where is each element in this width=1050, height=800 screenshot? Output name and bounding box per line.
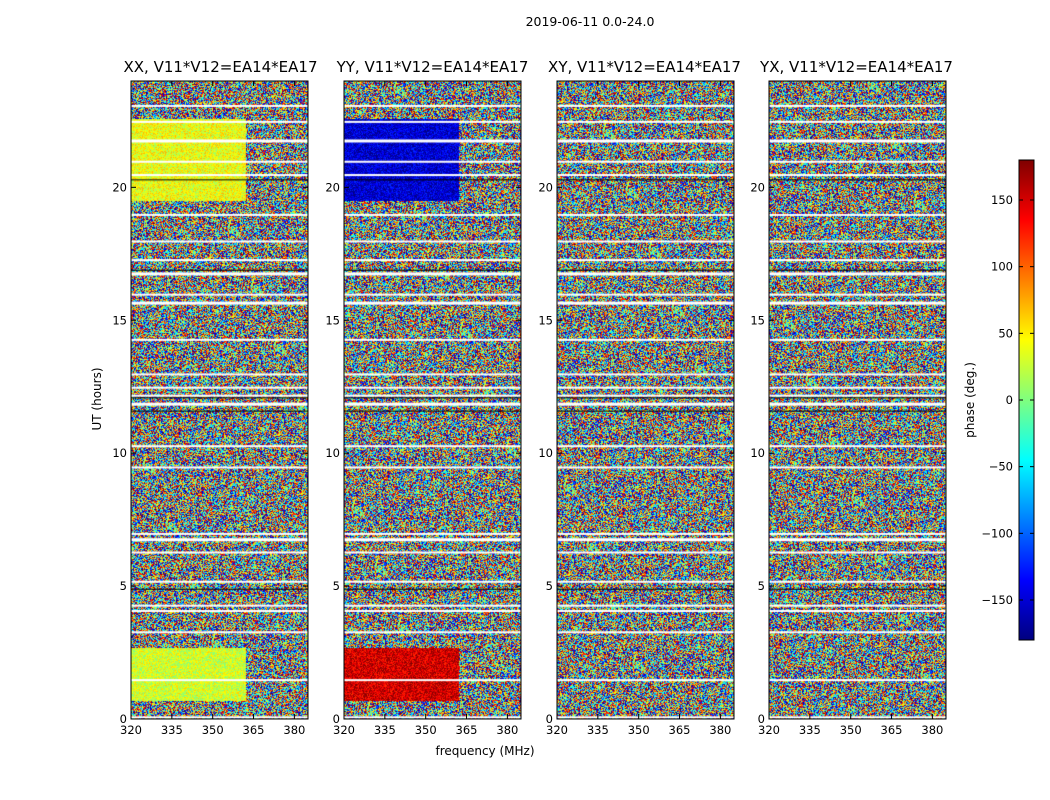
y-tick-label: 15	[325, 313, 340, 327]
colorbar-tick-label: 50	[998, 326, 1013, 340]
x-tick-label: 320	[333, 723, 355, 737]
y-tick-label: 0	[333, 712, 340, 726]
y-tick-label: 10	[750, 446, 765, 460]
x-tick-label: 365	[669, 723, 691, 737]
x-tick-label: 335	[161, 723, 183, 737]
y-tick-label: 5	[758, 579, 765, 593]
colorbar-tick-label: −100	[981, 526, 1013, 540]
panel-title-yx: YX, V11*V12=EA14*EA17	[760, 58, 953, 76]
y-tick-label: 20	[538, 180, 553, 194]
y-tick-label: 10	[112, 446, 127, 460]
x-tick-label: 350	[415, 723, 437, 737]
phase-image-yy	[344, 81, 521, 719]
y-axis-label: UT (hours)	[90, 367, 104, 431]
y-tick-label: 0	[546, 712, 553, 726]
x-tick-label: 320	[546, 723, 568, 737]
y-tick-label: 0	[120, 712, 127, 726]
phase-image-yx	[769, 81, 946, 719]
x-tick-label: 380	[283, 723, 305, 737]
x-tick-label: 320	[758, 723, 780, 737]
panel-frame-yx	[768, 80, 947, 720]
y-tick-label: 10	[325, 446, 340, 460]
heatmap-panel-xx: 320 335 350 365 380 0 5 10 15 20	[112, 80, 309, 737]
phase-image-xx	[131, 81, 308, 719]
colorbar: 150 100 50 0 −50 −100 −150	[981, 159, 1035, 641]
x-tick-label: 335	[587, 723, 609, 737]
panel-frame-xy	[556, 80, 735, 720]
y-tick-label: 10	[538, 446, 553, 460]
figure-suptitle: 2019-06-11 0.0-24.0	[525, 14, 655, 29]
colorbar-gradient	[1019, 160, 1034, 640]
y-tick-label: 15	[538, 313, 553, 327]
x-tick-label: 335	[374, 723, 396, 737]
y-tick-label: 20	[750, 180, 765, 194]
x-tick-label: 380	[921, 723, 943, 737]
panel-title-yy: YY, V11*V12=EA14*EA17	[336, 58, 529, 76]
heatmap-panel-yy: 320 335 350 365 380 0 5 10 15 20	[325, 80, 522, 737]
x-tick-label: 320	[120, 723, 142, 737]
colorbar-tick-label: 100	[991, 260, 1013, 274]
x-tick-label: 365	[456, 723, 478, 737]
colorbar-label: phase (deg.)	[963, 362, 977, 438]
x-tick-label: 380	[496, 723, 518, 737]
x-tick-label: 380	[709, 723, 731, 737]
phase-image-xy	[557, 81, 734, 719]
heatmap-panel-yx: 320 335 350 365 380 0 5 10 15 20	[750, 80, 947, 737]
panel-title-xx: XX, V11*V12=EA14*EA17	[123, 58, 318, 76]
x-axis-label: frequency (MHz)	[435, 744, 535, 758]
panel-title-xy: XY, V11*V12=EA14*EA17	[548, 58, 741, 76]
colorbar-tick-label: 0	[1006, 393, 1013, 407]
x-tick-label: 350	[840, 723, 862, 737]
y-tick-label: 0	[758, 712, 765, 726]
y-tick-label: 20	[325, 180, 340, 194]
y-tick-label: 5	[120, 579, 127, 593]
panel-frame-xx	[130, 80, 309, 720]
colorbar-tick-label: −50	[989, 460, 1013, 474]
y-tick-label: 15	[750, 313, 765, 327]
y-tick-label: 5	[333, 579, 340, 593]
y-tick-label: 15	[112, 313, 127, 327]
x-tick-label: 350	[202, 723, 224, 737]
colorbar-tick-label: −150	[981, 593, 1013, 607]
colorbar-tick-label: 150	[991, 193, 1013, 207]
y-tick-label: 20	[112, 180, 127, 194]
y-tick-label: 5	[546, 579, 553, 593]
x-tick-label: 365	[243, 723, 265, 737]
x-tick-label: 365	[881, 723, 903, 737]
panel-frame-yy	[343, 80, 522, 720]
x-tick-label: 350	[628, 723, 650, 737]
x-tick-label: 335	[799, 723, 821, 737]
heatmap-panel-xy: 320 335 350 365 380 0 5 10 15 20	[538, 80, 735, 737]
